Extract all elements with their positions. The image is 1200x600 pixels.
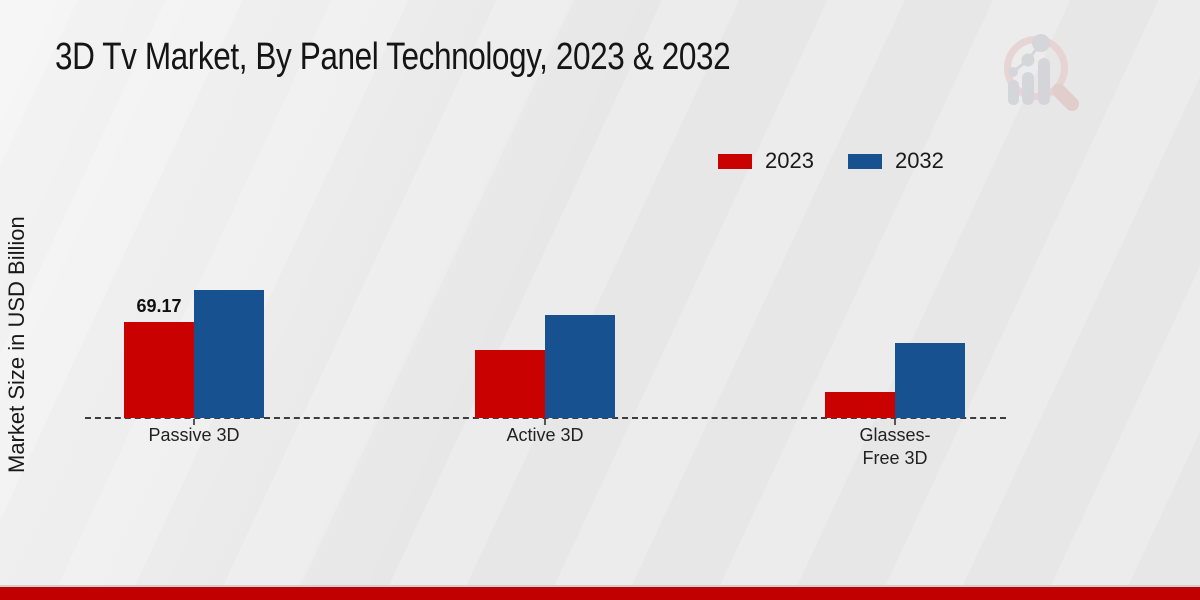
- bar-2023-passive-3d: [124, 322, 194, 418]
- legend: 2023 2032: [718, 148, 944, 174]
- category-label-active-3d: Active 3D: [506, 425, 584, 445]
- chart-title: 3D Tv Market, By Panel Technology, 2023 …: [55, 36, 731, 78]
- legend-swatch-2023: [718, 153, 752, 169]
- x-axis-baseline: [85, 417, 1006, 419]
- legend-item-2023: 2023: [718, 148, 814, 174]
- bar-2032-passive-3d: [194, 290, 264, 418]
- magnifier-bar-chart-watermark-icon: [1004, 34, 1079, 111]
- category-label-glasses-free-3d: Glasses-Free 3D: [859, 425, 931, 469]
- y-axis-label: Market Size in USD Billion: [4, 216, 29, 474]
- legend-item-2032: 2032: [847, 148, 944, 174]
- x-axis-tick-glasses-free-3d: [894, 419, 896, 425]
- bar-2032-glasses-free-3d: [895, 343, 965, 418]
- bar-2032-active-3d: [545, 315, 615, 418]
- legend-label-2023: 2023: [765, 148, 814, 173]
- x-axis-tick-passive-3d: [193, 419, 195, 425]
- legend-label-2032: 2032: [894, 148, 944, 173]
- legend-swatch-2032: [847, 153, 882, 169]
- bar-2023-glasses-free-3d: [825, 392, 895, 418]
- category-label-passive-3d: Passive 3D: [148, 425, 240, 445]
- bar-2023-active-3d: [475, 350, 545, 418]
- footer-red-band: [0, 585, 1200, 600]
- data-label-passive-3d-2023: 69.17: [136, 296, 182, 316]
- x-axis-tick-active-3d: [544, 419, 546, 425]
